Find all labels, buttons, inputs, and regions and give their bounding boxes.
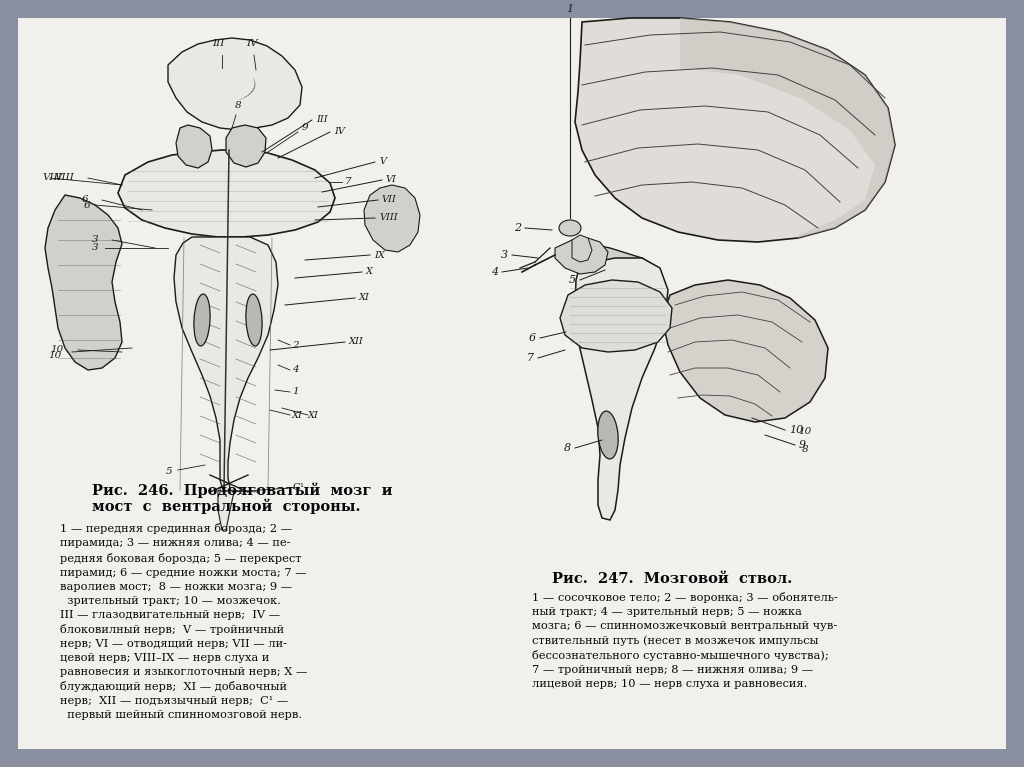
- Polygon shape: [680, 18, 895, 238]
- Polygon shape: [364, 185, 420, 252]
- Text: 4: 4: [292, 366, 299, 374]
- Text: 9: 9: [799, 440, 806, 450]
- Text: 1 — сосочковое тело; 2 — воронка; 3 — обонятель-
ный тракт; 4 — зрительный нерв;: 1 — сосочковое тело; 2 — воронка; 3 — об…: [532, 592, 838, 690]
- Text: VIII: VIII: [379, 213, 397, 222]
- Polygon shape: [575, 18, 895, 242]
- Ellipse shape: [598, 411, 618, 459]
- Text: VI: VI: [386, 176, 397, 185]
- Text: 5: 5: [569, 275, 575, 285]
- Text: 6: 6: [83, 200, 90, 209]
- Text: 1: 1: [566, 4, 573, 14]
- Polygon shape: [560, 280, 672, 352]
- Text: 1: 1: [292, 387, 299, 397]
- Text: III: III: [316, 116, 328, 124]
- Polygon shape: [174, 237, 278, 492]
- Text: 5: 5: [165, 468, 172, 476]
- Text: VIII: VIII: [42, 173, 61, 183]
- Text: 10: 10: [798, 427, 811, 436]
- Text: XII: XII: [349, 337, 364, 347]
- Ellipse shape: [194, 294, 210, 346]
- Text: XI: XI: [359, 294, 370, 302]
- Text: Рис.  247.  Мозговой  ствол.: Рис. 247. Мозговой ствол.: [552, 572, 793, 586]
- Text: 8: 8: [802, 446, 809, 455]
- Ellipse shape: [559, 220, 581, 236]
- Text: 9: 9: [302, 123, 308, 133]
- Text: VIII: VIII: [54, 173, 74, 183]
- Polygon shape: [168, 38, 302, 130]
- Text: 3: 3: [501, 250, 508, 260]
- Text: 2: 2: [292, 341, 299, 350]
- Text: 8: 8: [564, 443, 571, 453]
- Polygon shape: [226, 125, 266, 167]
- Text: 3: 3: [91, 243, 98, 252]
- Text: 10: 10: [49, 351, 62, 360]
- Polygon shape: [118, 150, 335, 237]
- Text: 8: 8: [234, 101, 242, 110]
- Text: 4: 4: [490, 267, 498, 277]
- Text: 1: 1: [238, 488, 244, 496]
- Text: 6: 6: [528, 333, 536, 343]
- Text: Рис.  246.  Продолговатый  мозг  и: Рис. 246. Продолговатый мозг и: [92, 482, 392, 498]
- Text: 2: 2: [514, 223, 521, 233]
- FancyBboxPatch shape: [18, 18, 1006, 749]
- Polygon shape: [176, 125, 212, 168]
- Text: XI: XI: [292, 410, 303, 420]
- Text: 10: 10: [51, 345, 63, 354]
- Polygon shape: [572, 235, 592, 262]
- Text: VII: VII: [382, 196, 396, 205]
- Text: 3: 3: [91, 235, 98, 245]
- Text: X: X: [366, 268, 373, 276]
- Polygon shape: [218, 490, 234, 530]
- Text: 1 — передняя срединная борозда; 2 —
пирамида; 3 — нижняя олива; 4 — пе-
редняя б: 1 — передняя срединная борозда; 2 — пира…: [60, 523, 307, 720]
- Polygon shape: [662, 280, 828, 422]
- Polygon shape: [45, 195, 122, 370]
- Polygon shape: [575, 258, 668, 520]
- Polygon shape: [555, 238, 608, 274]
- Text: IX: IX: [374, 251, 385, 259]
- Text: 7: 7: [527, 353, 534, 363]
- Text: IV: IV: [246, 39, 258, 48]
- Text: мост  с  вентральной  стороны.: мост с вентральной стороны.: [92, 498, 360, 513]
- Polygon shape: [580, 242, 665, 325]
- Text: V: V: [379, 157, 386, 166]
- Text: 7: 7: [345, 177, 351, 186]
- Ellipse shape: [246, 294, 262, 346]
- Text: C¹: C¹: [292, 483, 304, 492]
- Text: 6: 6: [81, 196, 88, 205]
- Text: 10: 10: [790, 425, 803, 435]
- Text: XI: XI: [308, 410, 318, 420]
- Text: IV: IV: [334, 127, 345, 137]
- Text: III: III: [212, 39, 224, 48]
